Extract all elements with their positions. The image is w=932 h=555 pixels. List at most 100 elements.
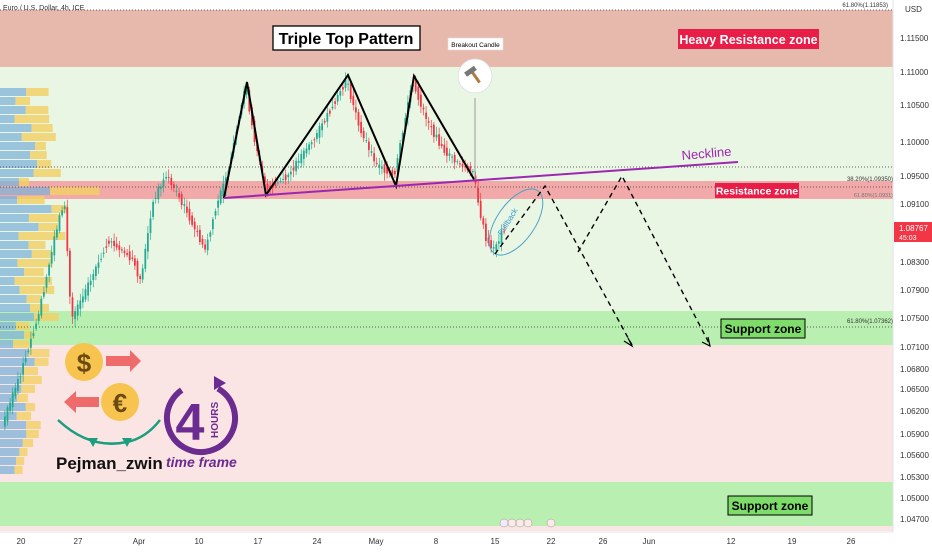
bullish-candle (451, 156, 453, 158)
bullish-candle (74, 311, 76, 320)
volume-profile-bar-up (0, 187, 51, 195)
countdown-value: 45:03 (899, 235, 917, 242)
bearish-candle (477, 187, 479, 203)
volume-profile-bar-up (0, 439, 23, 447)
time-tick-label: 10 (195, 537, 204, 546)
bullish-candle (498, 241, 500, 244)
pattern-title: Triple Top Pattern (279, 31, 414, 48)
bullish-candle (318, 125, 321, 138)
bearish-candle (430, 126, 433, 128)
volume-profile-bar-up (0, 232, 19, 240)
mid-green-background (0, 199, 893, 311)
bearish-candle (373, 153, 375, 162)
volume-profile-bar-up (0, 241, 29, 249)
bullish-candle (378, 164, 381, 168)
bearish-candle (427, 121, 430, 123)
volume-profile-bar-down (31, 250, 52, 258)
bullish-candle (152, 201, 154, 217)
bullish-candle (336, 94, 339, 102)
price-tick-label: 1.09500 (900, 172, 929, 181)
bullish-candle (225, 177, 227, 189)
bearish-candle (368, 141, 370, 151)
bearish-candle (362, 130, 365, 139)
heavy-resistance-label-box (678, 29, 819, 49)
volume-profile-bar-up (0, 115, 15, 123)
heavy-resistance-label: Heavy Resistance zone (679, 33, 817, 47)
volume-profile-bar-down (19, 286, 55, 294)
bullish-candle (141, 268, 144, 280)
volume-profile-bar-up (0, 286, 20, 294)
time-axis-background (0, 532, 932, 550)
bearish-candle (136, 261, 139, 277)
bearish-candle (108, 240, 110, 244)
bearish-candle (417, 86, 420, 100)
price-tick-label: 1.06800 (900, 365, 929, 374)
projection-path-1 (494, 184, 633, 346)
volume-profile-bar-up (0, 196, 18, 204)
bullish-candle (19, 376, 22, 378)
bearish-candle (274, 183, 277, 186)
price-tick-label: 1.05600 (900, 451, 929, 460)
volume-profile-bar-up (0, 124, 32, 132)
bullish-candle (160, 186, 162, 189)
volume-profile-bar-up (0, 277, 15, 285)
volume-profile-bar-up (0, 250, 32, 258)
bearish-candle (479, 200, 482, 218)
volume-profile-bar-up (0, 160, 38, 168)
bullish-candle (56, 229, 58, 238)
bullish-candle (448, 153, 451, 156)
bearish-candle (485, 223, 487, 241)
volume-profile-bar-down (21, 385, 36, 393)
time-tick-label: Jun (643, 537, 656, 546)
bearish-candle (355, 107, 357, 113)
fib-618-mid-label: 61.80%(1.0931) (854, 193, 893, 199)
bearish-candle (323, 120, 326, 123)
bearish-candle (414, 80, 417, 92)
volume-profile-bar-down (28, 349, 50, 357)
fib-top-label: 61.80%(1.11853) (842, 3, 888, 9)
hours-word: HOURS (210, 402, 221, 438)
euro-symbol: € (113, 388, 127, 418)
bearish-candle (118, 245, 121, 250)
bullish-candle (217, 200, 219, 208)
bullish-candle (4, 416, 6, 427)
bearish-candle (352, 95, 355, 105)
bullish-candle (331, 106, 334, 109)
volume-profile-bar-up (0, 88, 27, 96)
bullish-candle (209, 232, 212, 237)
volume-profile-bar-up (0, 169, 34, 177)
bullish-candle (154, 197, 157, 199)
bearish-candle (438, 134, 440, 146)
bearish-candle (482, 218, 485, 225)
breakout-candle-label: Breakout Candle (451, 42, 500, 49)
bullish-candle (6, 407, 9, 422)
bullish-candle (495, 244, 498, 251)
economic-event-flags[interactable] (499, 518, 556, 528)
bearish-candle (191, 215, 193, 225)
bearish-candle (349, 82, 352, 100)
bearish-candle (420, 94, 422, 107)
bullish-candle (50, 252, 53, 264)
bullish-candle (76, 304, 79, 316)
bullish-candle (53, 236, 56, 256)
swoosh-tip-right (122, 438, 132, 447)
time-tick-label: 20 (17, 537, 26, 546)
time-tick-label: 17 (254, 537, 263, 546)
bullish-candle (303, 150, 305, 159)
dollar-coin-icon (65, 343, 103, 381)
bearish-candle (503, 231, 505, 233)
bullish-candle (40, 298, 43, 316)
volume-profile-bar-up (0, 385, 22, 393)
bearish-candle (443, 144, 446, 153)
volume-profile-bar-up (0, 367, 22, 375)
bullish-candle (297, 160, 300, 163)
volume-profile-bar-down (13, 340, 30, 348)
volume-profile-bar-down (37, 160, 52, 168)
bearish-candle (342, 87, 344, 90)
time-tick-label: 19 (788, 537, 797, 546)
volume-profile-bar-up (0, 421, 27, 429)
volume-profile-bar-up (0, 133, 22, 141)
volume-profile-bar-up (0, 259, 18, 267)
bullish-candle (79, 300, 82, 309)
